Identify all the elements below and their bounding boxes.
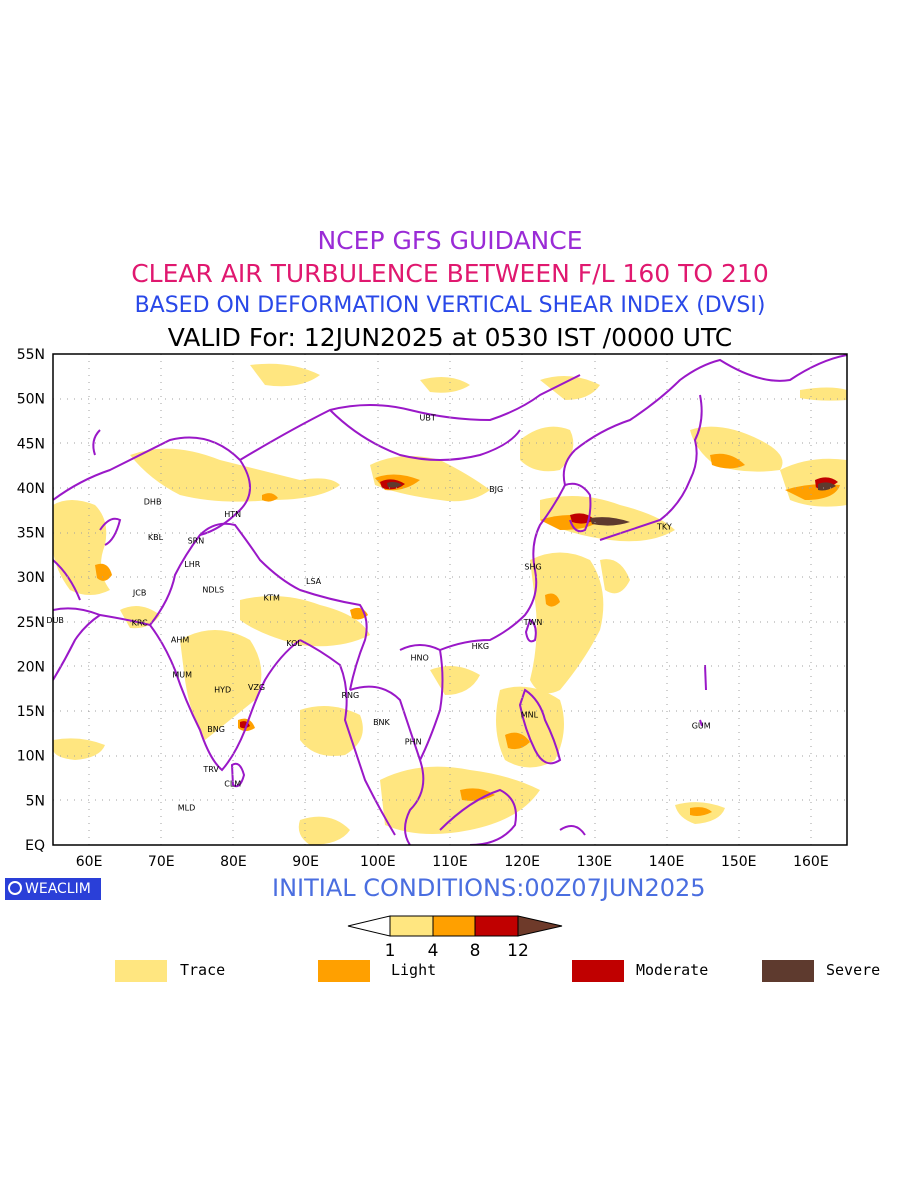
station-label-htn: HTN [224, 510, 241, 519]
station-label-krc: KRC [132, 619, 148, 628]
lat-tick-label: 55N [17, 347, 45, 363]
colorbar-low-arrow [347, 915, 391, 937]
legend-severe-label: Severe [826, 961, 881, 979]
station-label-ubt: UBT [420, 413, 436, 422]
title-guidance: NCEP GFS GUIDANCE [317, 226, 583, 255]
lat-tick-label: 5N [26, 793, 45, 809]
lon-tick-label: 110E [432, 854, 468, 870]
station-label-hkg: HKG [472, 642, 489, 651]
station-label-hyd: HYD [214, 686, 231, 695]
station-label-clm: CLM [224, 779, 241, 788]
colorbar-tick-4: 4 [428, 941, 439, 960]
station-label-gum: GUM [692, 721, 711, 730]
lat-tick-label: 35N [17, 526, 45, 542]
latitude-ticks: 55N 50N 45N 40N 35N 30N 25N 20N 15N 10N 5N EQ [17, 347, 45, 854]
station-label-twn: TWN [523, 618, 543, 627]
colorbar-segment-light [432, 915, 476, 937]
title-index: BASED ON DEFORMATION VERTICAL SHEAR INDE… [134, 293, 766, 318]
legend-light-swatch [318, 960, 370, 982]
lon-tick-label: 100E [360, 854, 396, 870]
station-label-vzg: VZG [248, 683, 265, 692]
lat-tick-label: 15N [17, 704, 45, 720]
lon-tick-label: 80E [220, 854, 247, 870]
station-label-ktm: KTM [263, 594, 280, 603]
lon-tick-label: 140E [649, 854, 685, 870]
station-label-kol: KOL [286, 639, 302, 648]
station-label-bjg: BJG [489, 485, 503, 494]
coastlines [53, 354, 847, 845]
logo-circle-icon [8, 881, 22, 895]
lat-tick-label: 10N [17, 749, 45, 765]
lon-tick-label: 90E [292, 854, 319, 870]
lon-tick-label: 150E [721, 854, 757, 870]
station-label-mld: MLD [178, 804, 196, 813]
station-label-lhr: LHR [184, 560, 200, 569]
map-frame [52, 353, 848, 846]
station-label-mnl: MNL [521, 711, 539, 720]
station-label-hno: HNO [411, 654, 429, 663]
colorbar-segment-moderate [474, 915, 519, 937]
logo-text: WEACLIM [25, 881, 91, 897]
legend-severe-swatch [762, 960, 814, 982]
station-label-trv: TRV [202, 765, 219, 774]
lat-tick-label: 20N [17, 659, 45, 675]
colorbar-high-arrow [517, 915, 563, 937]
station-label-mum: MUM [172, 670, 192, 679]
title-valid-time: VALID For: 12JUN2025 at 0530 IST /0000 U… [167, 323, 733, 352]
lat-tick-label: 30N [17, 570, 45, 586]
longitude-ticks: 60E 70E 80E 90E 100E 110E 120E 130E 140E 150E 160E [76, 854, 829, 870]
title-turbulence: CLEAR AIR TURBULENCE BETWEEN F/L 160 TO … [131, 259, 769, 288]
colorbar: 1 4 8 12 [347, 915, 563, 960]
station-label-rng: RNG [342, 691, 360, 700]
legend-light-label: Light [391, 961, 437, 979]
legend-trace-swatch [115, 960, 167, 982]
station-label-bng: BNG [207, 725, 225, 734]
colorbar-tick-1: 1 [385, 941, 396, 960]
legend-moderate-label: Moderate [636, 961, 709, 979]
station-label-jcb: JCB [132, 588, 146, 597]
station-label-ndls: NDLS [202, 586, 224, 595]
legend-trace-label: Trace [180, 961, 226, 979]
legend-moderate-swatch [572, 960, 624, 982]
severe-areas [387, 481, 836, 526]
station-label-ahm: AHM [171, 636, 189, 645]
lon-tick-label: 130E [577, 854, 613, 870]
lat-tick-label: 50N [17, 392, 45, 408]
station-label-srn: SRN [188, 537, 205, 546]
lon-tick-label: 160E [793, 854, 829, 870]
station-label-bnk: BNK [373, 718, 390, 727]
lon-tick-label: 70E [148, 854, 175, 870]
turbulence-map: UBT BJG DHB HTN KBL SRN LHR TKY SHG LSA NDLS JCB KTM… [17, 347, 848, 870]
colorbar-tick-12: 12 [507, 941, 529, 960]
lat-lon-grid [53, 354, 847, 845]
lon-tick-label: 120E [504, 854, 540, 870]
station-label-lsa: LSA [306, 577, 322, 586]
lat-tick-label: EQ [25, 838, 45, 854]
initial-conditions: INITIAL CONDITIONS:00Z07JUN2025 [272, 874, 706, 902]
lat-tick-label: 25N [17, 615, 45, 631]
station-label-shg: SHG [524, 562, 541, 571]
station-label-kbl: KBL [148, 533, 164, 542]
colorbar-tick-labels: 1 4 8 12 [385, 941, 529, 960]
colorbar-tick-8: 8 [470, 941, 481, 960]
colorbar-segment-trace [389, 915, 434, 937]
lat-tick-label: 45N [17, 436, 45, 452]
station-label-dhb: DHB [144, 497, 162, 506]
station-label-tky: TKY [656, 522, 672, 531]
lat-tick-label: 40N [17, 481, 45, 497]
weaclim-logo: WEACLIM [5, 878, 101, 900]
station-label-phn: PHN [405, 737, 422, 746]
lon-tick-label: 60E [76, 854, 103, 870]
station-label-dub: DUB [46, 616, 64, 625]
station-labels: UBT BJG DHB HTN KBL SRN LHR TKY SHG LSA NDLS JCB KTM… [46, 413, 710, 812]
